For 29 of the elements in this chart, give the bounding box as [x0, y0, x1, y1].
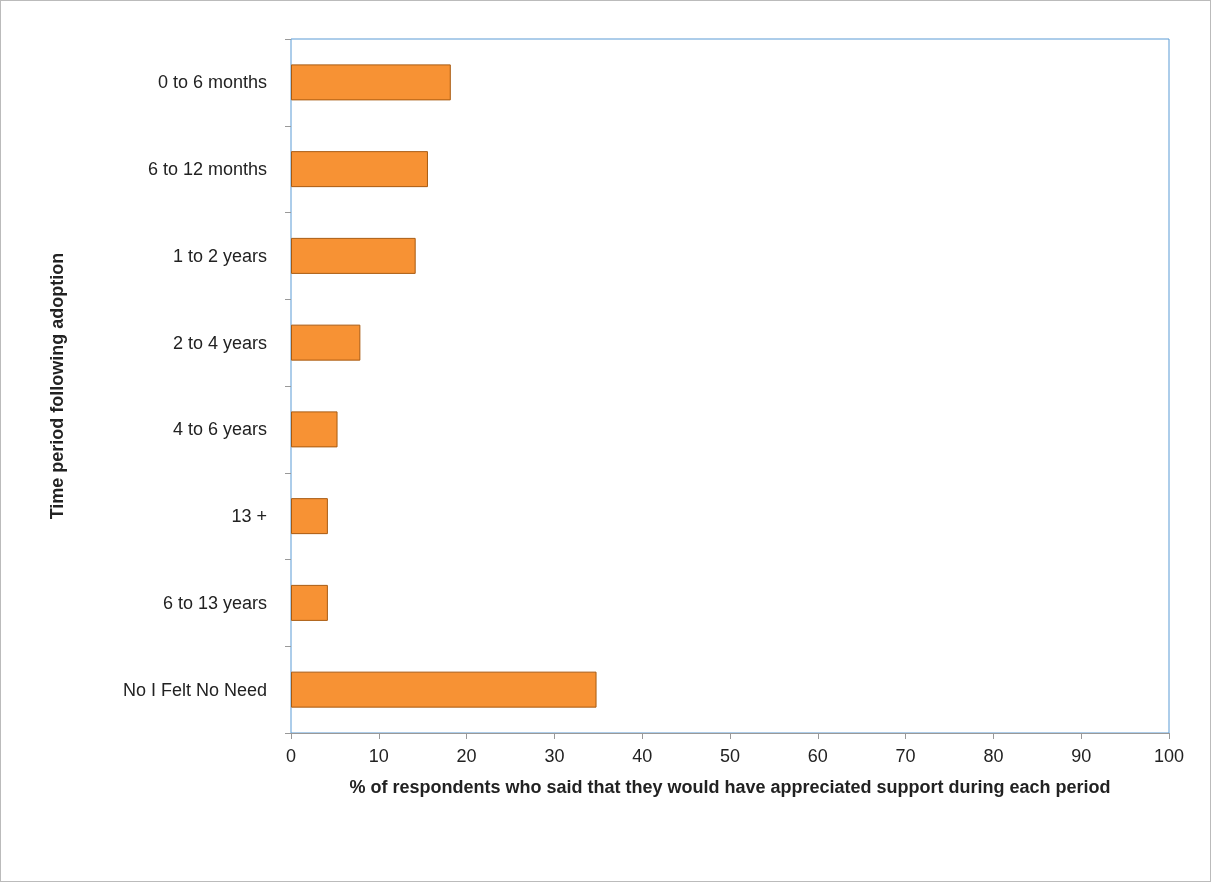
- bar: [291, 411, 338, 448]
- y-tick-label: 13 +: [231, 506, 267, 527]
- x-axis-title: % of respondents who said that they would have appreciated support during each period: [349, 777, 1111, 797]
- y-tick-label: 1 to 2 years: [172, 245, 267, 266]
- bar: [291, 324, 361, 361]
- x-tick-label: 60: [807, 746, 828, 766]
- y-tick-label: 6 to 12 months: [147, 159, 267, 180]
- y-tick-label: 2 to 4 years: [172, 332, 267, 353]
- y-axis-title: Time period following adoption: [47, 252, 67, 520]
- bar: [291, 584, 328, 621]
- x-tick-label: 90: [1071, 746, 1092, 766]
- bar: [291, 671, 597, 708]
- bar: [291, 64, 451, 101]
- x-tick-label: 30: [544, 746, 565, 766]
- x-tick-label: 80: [983, 746, 1004, 766]
- y-tick-label: 0 to 6 months: [157, 72, 267, 93]
- bar: [291, 237, 416, 274]
- x-tick-label: 0: [285, 746, 297, 766]
- x-tick-label: 10: [368, 746, 389, 766]
- x-tick-label: 20: [456, 746, 477, 766]
- x-tick-label: 100: [1153, 746, 1185, 766]
- x-tick-label: 50: [719, 746, 741, 766]
- y-tick-label: No I Felt No Need: [122, 679, 267, 700]
- bar: [291, 498, 328, 535]
- bar: [291, 151, 428, 188]
- x-tick-label: 40: [632, 746, 653, 766]
- x-tick-label: 70: [895, 746, 916, 766]
- y-tick-label: 6 to 13 years: [162, 592, 267, 613]
- y-tick-label: 4 to 6 years: [172, 419, 267, 440]
